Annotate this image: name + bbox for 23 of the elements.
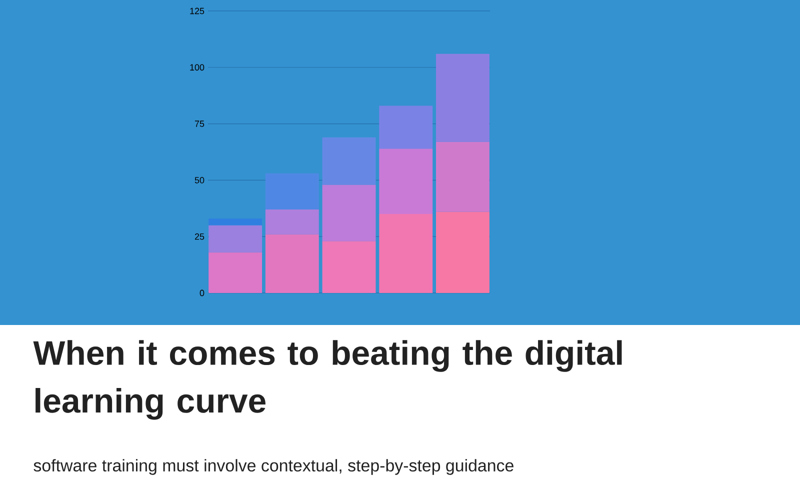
- bar: [322, 241, 376, 293]
- y-tick-label: 125: [190, 8, 204, 14]
- y-tick-label: 0: [200, 290, 204, 296]
- bar: [322, 184, 376, 242]
- y-tick-label: 75: [194, 120, 204, 127]
- bar: [379, 148, 433, 214]
- bar: [436, 142, 490, 212]
- y-tick-label: 50: [194, 177, 204, 184]
- bar: [265, 234, 319, 293]
- bar: [436, 54, 490, 142]
- bar: [208, 252, 262, 293]
- y-tick-label: 25: [194, 233, 204, 240]
- bar: [379, 214, 433, 293]
- bar: [208, 218, 262, 226]
- bar: [265, 173, 319, 210]
- text: software training must involve contextual, step-by-step guidance: [34, 459, 514, 475]
- bar: [436, 212, 490, 293]
- text: When it comes to beating the digital learning curve: [33, 340, 622, 420]
- bar: [208, 225, 262, 252]
- bar: [379, 106, 433, 149]
- bar: [265, 210, 319, 234]
- y-tick-label: 100: [190, 64, 204, 71]
- bar: [322, 137, 376, 185]
